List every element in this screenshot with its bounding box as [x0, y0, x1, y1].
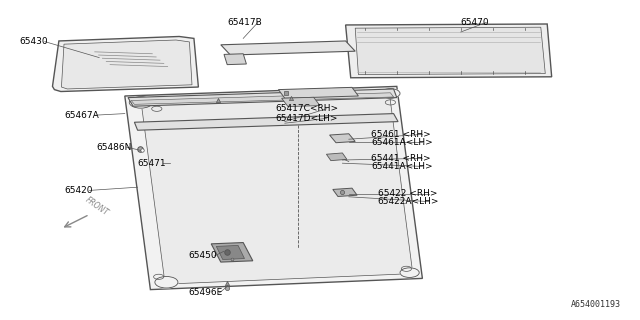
Circle shape	[381, 89, 400, 98]
Text: 65470: 65470	[461, 18, 490, 27]
Text: 65422 <RH>: 65422 <RH>	[378, 189, 437, 198]
Polygon shape	[346, 24, 552, 78]
Text: 65417B: 65417B	[227, 18, 262, 27]
Polygon shape	[282, 97, 320, 107]
Text: FRONT: FRONT	[83, 195, 109, 218]
Polygon shape	[134, 114, 398, 130]
Polygon shape	[61, 40, 192, 89]
Polygon shape	[216, 245, 244, 260]
Circle shape	[155, 276, 178, 288]
Polygon shape	[211, 243, 253, 262]
Polygon shape	[131, 93, 394, 104]
Text: 65422A<LH>: 65422A<LH>	[378, 197, 439, 206]
Polygon shape	[333, 188, 357, 196]
Polygon shape	[141, 91, 413, 284]
Polygon shape	[125, 86, 422, 290]
Polygon shape	[326, 153, 347, 161]
Text: 65496E: 65496E	[189, 288, 223, 297]
Text: 65417C<RH>: 65417C<RH>	[275, 104, 339, 113]
Polygon shape	[330, 134, 355, 143]
Text: 65441A<LH>: 65441A<LH>	[371, 162, 433, 171]
Text: 65420: 65420	[64, 186, 93, 195]
Text: 65461 <RH>: 65461 <RH>	[371, 130, 431, 139]
Text: 65467A: 65467A	[64, 111, 99, 120]
Text: 65417D<LH>: 65417D<LH>	[275, 114, 338, 123]
Text: 65486N: 65486N	[96, 143, 131, 152]
Text: 65430: 65430	[19, 37, 48, 46]
Circle shape	[400, 268, 419, 277]
Text: A654001193: A654001193	[571, 300, 621, 309]
Polygon shape	[278, 87, 358, 98]
Text: 65450: 65450	[189, 252, 218, 260]
Text: 65441 <RH>: 65441 <RH>	[371, 154, 431, 163]
Polygon shape	[224, 54, 246, 65]
Text: 65461A<LH>: 65461A<LH>	[371, 138, 433, 147]
Polygon shape	[221, 41, 355, 55]
Text: 65471: 65471	[138, 159, 166, 168]
Polygon shape	[52, 36, 198, 92]
Polygon shape	[128, 89, 397, 106]
Polygon shape	[355, 27, 545, 75]
Circle shape	[129, 97, 152, 108]
